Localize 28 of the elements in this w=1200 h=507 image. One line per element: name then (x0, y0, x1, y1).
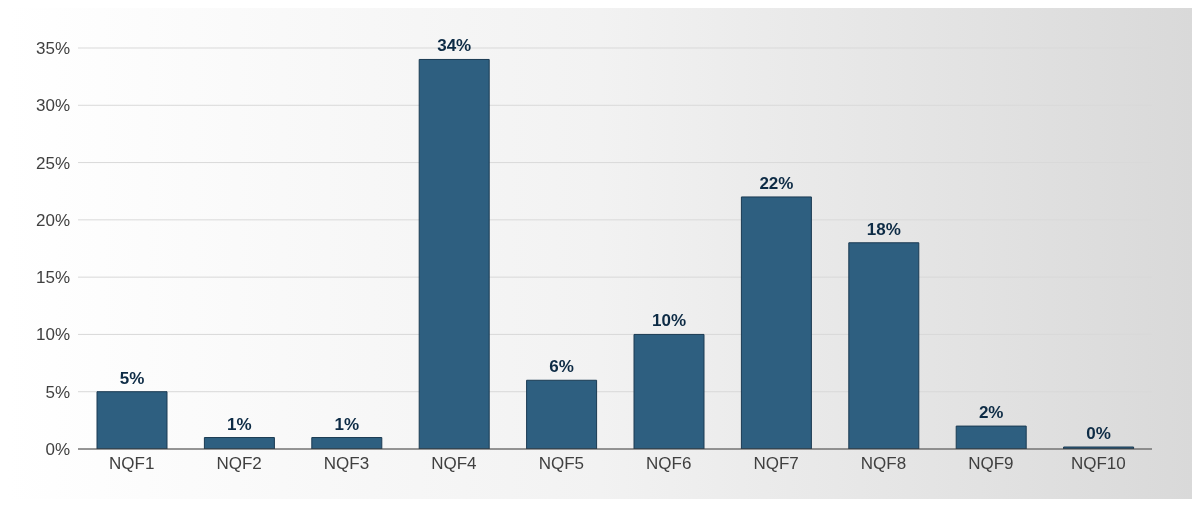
x-tick-label: NQF1 (109, 454, 155, 474)
x-tick-label: NQF9 (968, 454, 1014, 474)
data-label: 5% (119, 368, 145, 388)
data-label: 34% (437, 36, 472, 56)
data-label: 1% (227, 414, 252, 434)
x-tick-label: NQF2 (216, 454, 262, 474)
data-label: 10% (651, 311, 687, 331)
y-tick-label: 35% (35, 39, 70, 59)
y-tick-label: 20% (35, 210, 70, 230)
x-tick-label: NQF7 (753, 454, 799, 474)
data-label: 6% (549, 357, 574, 377)
y-tick-label: 10% (35, 325, 70, 345)
x-tick-label: NQF6 (646, 454, 692, 474)
x-tick-label: NQF8 (860, 454, 907, 474)
x-tick-label: NQF4 (431, 454, 477, 474)
x-tick-label: NQF5 (538, 454, 584, 474)
y-tick-label: 15% (35, 268, 70, 288)
y-tick-label: 5% (45, 382, 70, 402)
y-tick-label: 30% (35, 96, 70, 116)
data-label: 22% (759, 173, 794, 193)
data-label: 0% (1086, 424, 1111, 443)
data-label: 1% (334, 414, 360, 434)
data-label: 18% (866, 219, 901, 239)
y-tick-label: 25% (35, 153, 70, 173)
data-label: 2% (978, 403, 1004, 423)
y-tick-label: 0% (45, 440, 70, 460)
x-tick-label: NQF3 (323, 454, 370, 474)
x-tick-label: NQF10 (1070, 454, 1126, 474)
